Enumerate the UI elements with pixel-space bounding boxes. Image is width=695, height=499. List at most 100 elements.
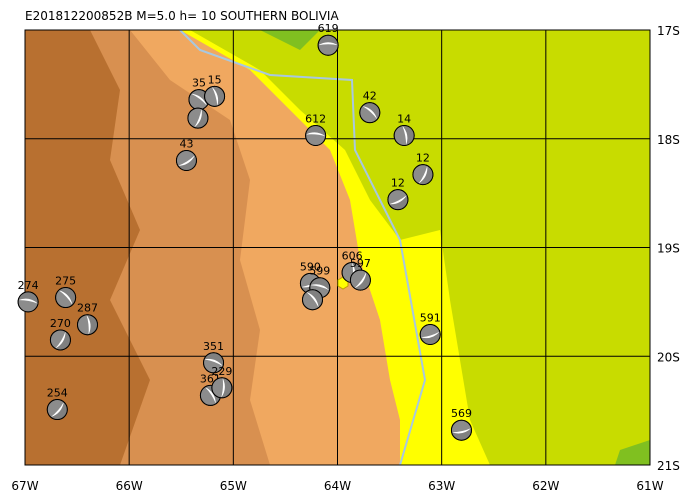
- focal-mechanism: [412, 164, 434, 186]
- compression-quadrant: [203, 359, 223, 373]
- beachball-outline: [302, 289, 323, 311]
- y-tick-label: 21S: [657, 459, 680, 473]
- compression-quadrant: [18, 300, 38, 312]
- compression-quadrant: [187, 108, 202, 128]
- y-tick-label: 17S: [657, 24, 680, 38]
- depth-label: 14: [397, 112, 411, 125]
- depth-label: 275: [55, 275, 76, 288]
- focal-mechanism: [49, 329, 71, 351]
- compression-quadrant: [194, 108, 208, 129]
- x-tick-label: 66W: [116, 479, 143, 493]
- focal-mechanism: [203, 352, 225, 374]
- x-tick-label: 62W: [532, 479, 559, 493]
- frame: [24, 29, 651, 466]
- focal-mechanism: [46, 399, 68, 421]
- compression-quadrant: [177, 155, 197, 171]
- beachball-outline: [46, 399, 68, 421]
- beachball-outline: [203, 352, 225, 374]
- depth-label: 351: [203, 340, 224, 353]
- focal-mechanism: [387, 189, 409, 211]
- beachball-outline: [317, 34, 339, 56]
- depth-label: 270: [50, 317, 71, 330]
- compression-quadrant: [58, 287, 76, 305]
- compression-quadrant: [310, 277, 330, 291]
- compression-quadrant: [55, 331, 71, 350]
- compression-quadrant: [50, 329, 66, 349]
- depth-label: 229: [211, 365, 232, 378]
- focal-mechanism: [187, 107, 209, 129]
- beachball-outline: [387, 189, 409, 211]
- compression-quadrant: [176, 150, 195, 166]
- compression-quadrant: [211, 86, 225, 106]
- beachball-outline: [175, 150, 197, 171]
- depth-label: 42: [363, 90, 377, 103]
- compression-quadrant: [394, 125, 407, 146]
- depth-label: 606: [342, 250, 363, 263]
- focal-mechanism: [204, 85, 226, 107]
- y-tick-label: 19S: [657, 242, 680, 256]
- beachball-outline: [393, 124, 415, 146]
- compression-quadrant: [420, 331, 441, 345]
- compression-quadrant: [306, 289, 323, 308]
- depth-label: 597: [350, 257, 371, 270]
- compression-quadrant: [402, 125, 415, 146]
- compression-quadrant: [350, 270, 367, 289]
- depth-label: 15: [208, 73, 222, 86]
- compression-quadrant: [305, 125, 326, 137]
- depth-label: 35: [192, 77, 206, 90]
- focal-mechanism: [17, 291, 39, 313]
- beachball-outline: [419, 324, 441, 345]
- x-tick-label: 64W: [324, 479, 351, 493]
- depth-label: 619: [318, 22, 339, 35]
- depth-label: 590: [300, 260, 321, 273]
- compression-quadrant: [188, 93, 207, 110]
- x-tick-label: 65W: [220, 479, 247, 493]
- compression-quadrant: [305, 134, 326, 146]
- focal-mechanism: [305, 124, 327, 146]
- depth-label: 12: [391, 177, 405, 190]
- compression-quadrant: [362, 102, 380, 120]
- depth-label: 274: [18, 279, 39, 292]
- depth-label: 287: [77, 302, 98, 315]
- beachball-outline: [17, 291, 39, 313]
- compression-quadrant: [221, 377, 232, 398]
- depth-label: 43: [179, 138, 193, 151]
- y-tick-label: 18S: [657, 133, 680, 147]
- depth-label: 12: [416, 152, 430, 165]
- beachball-outline: [359, 102, 381, 124]
- depth-label: 612: [305, 112, 326, 125]
- compression-quadrant: [200, 387, 216, 406]
- x-tick-label: 61W: [636, 479, 663, 493]
- compression-quadrant: [204, 352, 224, 367]
- map-title: E201812200852B M=5.0 h= 10 SOUTHERN BOLI…: [25, 9, 339, 23]
- compression-quadrant: [420, 324, 440, 338]
- beachball-outline: [204, 85, 226, 107]
- compression-quadrant: [451, 420, 472, 433]
- compression-quadrant: [359, 105, 378, 123]
- compression-quadrant: [50, 401, 68, 420]
- compression-quadrant: [318, 35, 339, 46]
- focal-mechanism: [55, 287, 77, 309]
- compression-quadrant: [412, 164, 428, 184]
- depth-label: 254: [47, 387, 68, 400]
- compression-quadrant: [204, 86, 218, 107]
- beachball-outline: [49, 329, 71, 351]
- beachball-outline: [211, 377, 233, 399]
- focal-mechanism: [77, 314, 98, 336]
- focal-mechanism: [450, 419, 472, 441]
- beachball-outline: [55, 287, 77, 309]
- focal-mechanism: [393, 124, 415, 146]
- focal-mechanism: [175, 150, 197, 171]
- focal-mechanism: [349, 269, 371, 291]
- compression-quadrant: [86, 314, 98, 335]
- y-tick-label: 20S: [657, 350, 680, 364]
- compression-quadrant: [300, 273, 320, 288]
- compression-quadrant: [389, 195, 408, 210]
- beachball-outline: [305, 124, 327, 146]
- depth-label: 591: [420, 312, 441, 325]
- compression-quadrant: [55, 290, 73, 308]
- focal-mechanism: [359, 102, 381, 124]
